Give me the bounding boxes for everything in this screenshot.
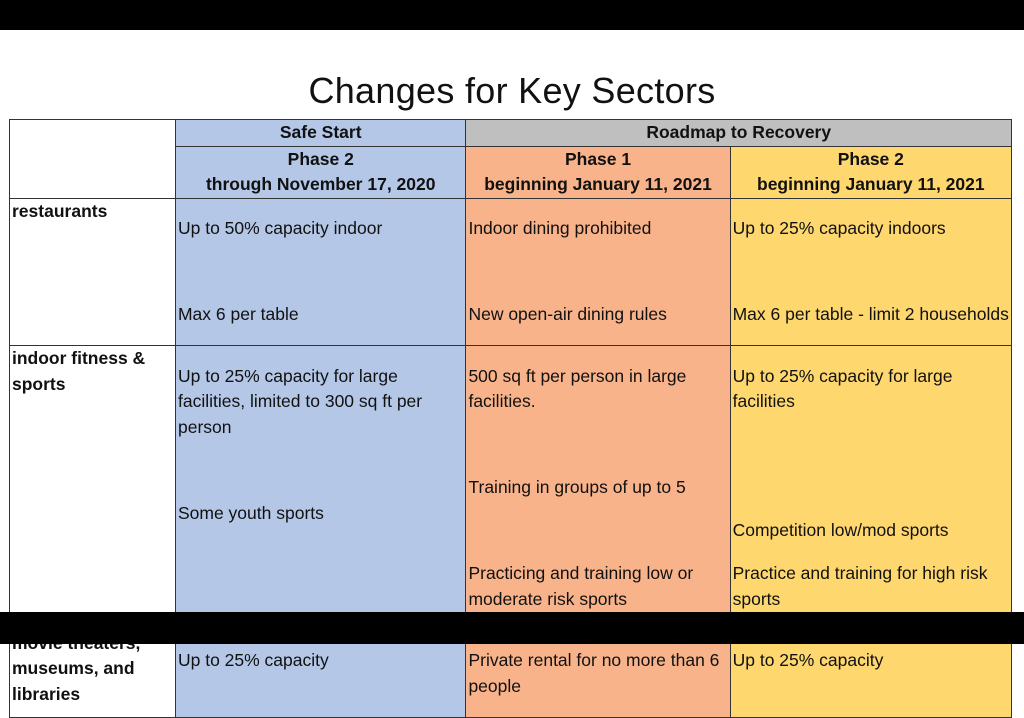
cell-entry: Up to 25% capacity: [732, 650, 884, 670]
slide-title: Changes for Key Sectors: [308, 70, 716, 111]
header-row-phases: Phase 2 through November 17, 2020 Phase …: [10, 145, 1013, 199]
letterbox-top: [0, 0, 1024, 30]
phase2-header: Phase 2 beginning January 11, 2021: [729, 145, 1013, 199]
sector-label: indoor fitness & sports: [9, 345, 176, 631]
phase1-date: beginning January 11, 2021: [484, 174, 712, 194]
cell-entry: Competition low/mod sports: [732, 520, 949, 540]
header-row-top: Safe Start Roadmap to Recovery: [9, 119, 1012, 199]
phase2-cell: Up to 25% capacity indoors Max 6 per tab…: [729, 197, 1013, 346]
cell-entry: Up to 25% capacity for large facilities,…: [177, 365, 423, 437]
safe-phase-date: through November 17, 2020: [205, 174, 436, 194]
safe-phase-header: Phase 2 through November 17, 2020: [174, 145, 467, 199]
cell-entry: Max 6 per table: [177, 304, 299, 324]
cell-entry: Up to 50% capacity indoor: [177, 218, 383, 238]
cell-spacer: [468, 432, 727, 458]
cell-spacer: [733, 259, 1009, 285]
sector-label: restaurants: [9, 197, 176, 346]
cell-entry: Training in groups of up to 5: [468, 477, 686, 497]
corner-cell: [9, 119, 176, 199]
cell-entry: Up to 25% capacity: [177, 650, 329, 670]
cell-spacer: [733, 475, 1009, 501]
phase1-label: Phase 1: [564, 148, 632, 169]
phase2-date: beginning January 11, 2021: [757, 174, 985, 194]
cell-entry: Up to 25% capacity indoors: [732, 218, 946, 238]
table-row: indoor fitness & sports Up to 25% capaci…: [9, 345, 1013, 631]
phase2-label: Phase 2: [837, 148, 904, 169]
safe-phase-label: Phase 2: [287, 148, 354, 169]
cell-entry: New open-air dining rules: [468, 304, 667, 324]
phase1-cell: 500 sq ft per person in large facilities…: [465, 345, 731, 631]
cell-entry: Practice and training for high risk spor…: [732, 563, 988, 609]
table-row: restaurants Up to 50% capacity indoor Ma…: [9, 197, 1013, 346]
cell-entry: Private rental for no more than 6 people: [468, 650, 720, 696]
cell-entry: Max 6 per table - limit 2 households: [732, 304, 1009, 324]
cell-entry: Some youth sports: [177, 502, 324, 523]
safe-start-cell: Up to 25% capacity for large facilities,…: [174, 345, 467, 631]
cell-spacer: [468, 518, 727, 544]
phase1-header: Phase 1 beginning January 11, 2021: [465, 145, 731, 199]
cell-spacer: [178, 458, 463, 484]
cell-spacer: [733, 432, 1009, 458]
roadmap-header: Roadmap to Recovery: [465, 119, 1012, 147]
cell-entry: 500 sq ft per person in large facilities…: [468, 365, 687, 412]
phase2-cell: Up to 25% capacity for large facilities …: [729, 345, 1013, 631]
cell-entry: Indoor dining prohibited: [468, 218, 652, 238]
letterbox-bottom: [0, 612, 1024, 644]
cell-entry: Practicing and training low or moderate …: [468, 563, 694, 609]
cell-spacer: [468, 259, 727, 285]
cell-entry: Up to 25% capacity for large facilities: [732, 365, 953, 412]
cell-spacer: [178, 259, 463, 285]
safe-start-cell: Up to 50% capacity indoor Max 6 per tabl…: [174, 197, 467, 346]
safe-start-header: Safe Start: [174, 119, 467, 147]
phase1-cell: Indoor dining prohibited New open-air di…: [465, 197, 731, 346]
